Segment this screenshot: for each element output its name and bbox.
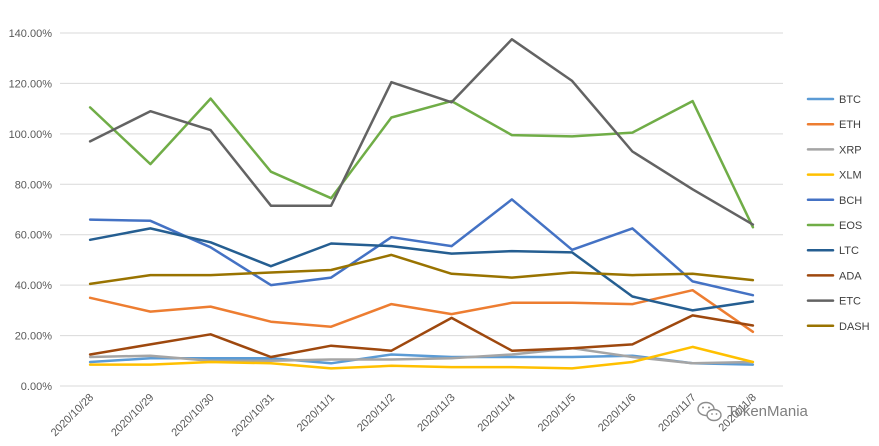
legend-label-eth: ETH <box>839 119 861 131</box>
x-tick-label: 2020/10/30 <box>169 392 216 439</box>
legend-label-etc: ETC <box>839 296 861 308</box>
series-line-bch <box>88 198 755 297</box>
x-tick-label: 2020/11/4 <box>475 392 518 435</box>
wechat-icon <box>697 401 722 422</box>
series-line-ada <box>88 314 755 359</box>
y-tick-label: 100.00% <box>9 129 53 141</box>
legend-label-xlm: XLM <box>839 170 862 182</box>
x-tick-label: 2020/11/5 <box>536 392 579 435</box>
x-tick-label: 2020/10/28 <box>49 392 96 439</box>
x-tick-label: 2020/11/2 <box>355 392 398 435</box>
x-tick-label: 2020/10/29 <box>109 392 156 439</box>
y-tick-label: 40.00% <box>15 280 53 292</box>
legend: BTC ETH XRP XLM BCH EOS LTC ADA ETC DASH <box>806 94 870 333</box>
y-tick-label: 0.00% <box>21 381 52 393</box>
y-tick-label: 60.00% <box>15 230 53 242</box>
legend-label-xrp: XRP <box>839 144 862 156</box>
watermark: TokenMania <box>697 401 809 422</box>
series-lines <box>88 38 755 370</box>
y-tick-label: 20.00% <box>15 331 53 343</box>
series-line-eth <box>88 288 755 334</box>
legend-label-bch: BCH <box>839 195 862 207</box>
y-tick-label: 120.00% <box>9 78 53 90</box>
legend-label-eos: EOS <box>839 220 862 232</box>
series-line-dash <box>88 253 755 286</box>
series-line-xrp <box>88 346 755 365</box>
y-tick-label: 80.00% <box>15 179 53 191</box>
series-line-etc <box>88 38 755 226</box>
x-tick-label: 2020/11/6 <box>596 392 639 435</box>
series-line-eos <box>88 97 755 229</box>
x-tick-label: 2020/11/1 <box>295 392 338 435</box>
x-tick-label: 2020/10/31 <box>230 392 277 439</box>
x-tick-label: 2020/11/7 <box>656 392 699 435</box>
x-axis-ticks: 2020/10/28 2020/10/29 2020/10/30 2020/10/31… <box>49 392 759 439</box>
legend-label-btc: BTC <box>839 94 861 106</box>
legend-label-dash: DASH <box>839 321 870 333</box>
series-line-ltc <box>88 227 755 312</box>
legend-label-ltc: LTC <box>839 245 859 257</box>
x-tick-label: 2020/11/3 <box>415 392 458 435</box>
y-tick-label: 140.00% <box>9 28 53 40</box>
y-axis-ticks: 0.00% 20.00% 40.00% 60.00% 80.00% 100.00% 120.… <box>9 28 53 393</box>
legend-label-ada: ADA <box>839 270 862 282</box>
series-line-xlm <box>88 345 755 370</box>
watermark-text: TokenMania <box>727 403 809 420</box>
